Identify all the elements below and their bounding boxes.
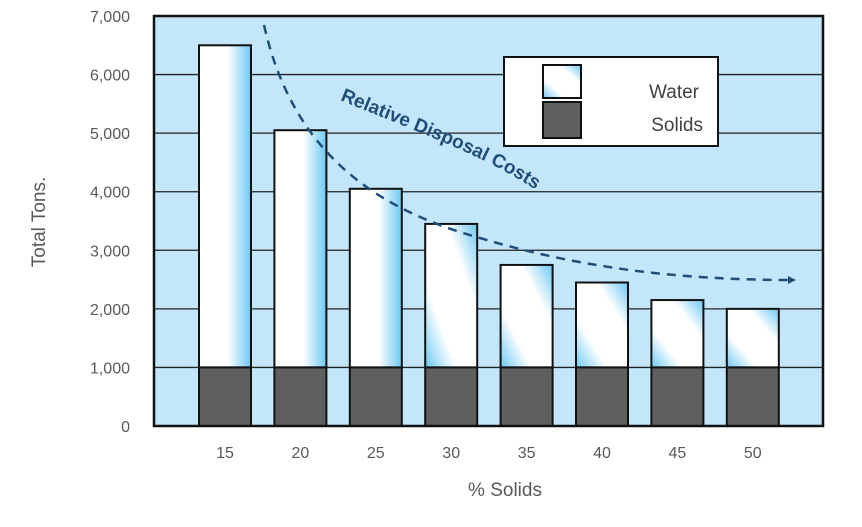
legend-swatch-solids	[542, 101, 582, 139]
plot-border	[152, 14, 825, 428]
y-tick-label: 1,000	[90, 360, 130, 377]
bar-water	[348, 187, 403, 369]
legend-swatch-water	[542, 64, 582, 99]
bar-solids	[273, 366, 328, 427]
x-tick-label: 25	[367, 445, 385, 462]
y-tick-label: 0	[121, 419, 130, 436]
y-tick-label: 6,000	[90, 68, 130, 85]
y-tick-label: 2,000	[90, 302, 130, 319]
bar-solids	[575, 366, 629, 427]
bar-water	[575, 281, 629, 369]
legend-label-water: Water	[649, 82, 700, 103]
y-tick-label: 7,000	[90, 9, 130, 26]
x-tick-label: 40	[593, 445, 611, 462]
x-axis-label: % Solids	[468, 480, 542, 501]
bar-water	[198, 44, 252, 369]
y-tick-label: 3,000	[90, 243, 130, 260]
bar-solids	[725, 366, 780, 427]
legend: Water Solids	[503, 56, 719, 147]
bar-solids	[499, 366, 554, 427]
bar-solids	[650, 366, 705, 427]
y-tick-label: 4,000	[90, 185, 130, 202]
bar-solids	[198, 366, 252, 427]
bar-water	[424, 222, 479, 369]
x-tick-label: 45	[669, 445, 687, 462]
plot-area	[154, 16, 823, 426]
bar-solids	[424, 366, 479, 427]
y-tick-label: 5,000	[90, 126, 130, 143]
x-tick-label: 15	[216, 445, 234, 462]
bar-water	[725, 307, 780, 369]
legend-label-solids: Solids	[651, 115, 703, 136]
bar-water	[499, 263, 554, 369]
bar-water	[650, 299, 705, 369]
bar-water	[273, 129, 328, 369]
x-tick-label: 20	[292, 445, 310, 462]
y-axis-label: Total Tons.	[29, 177, 50, 267]
x-tick-label: 30	[442, 445, 460, 462]
disposal-cost-trend-arrow	[262, 24, 796, 284]
x-tick-label: 35	[518, 445, 536, 462]
x-tick-label: 50	[744, 445, 762, 462]
bar-solids	[348, 366, 403, 427]
